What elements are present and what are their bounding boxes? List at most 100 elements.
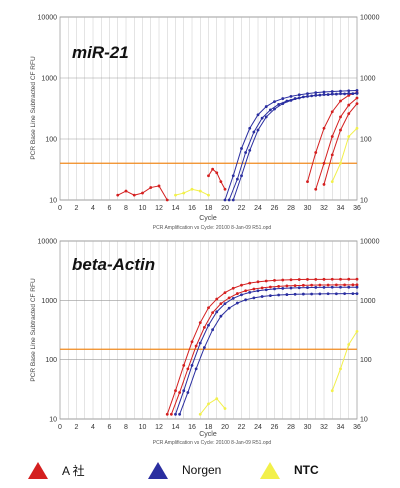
data-point xyxy=(314,187,318,191)
data-point xyxy=(124,189,128,193)
x-tick-labels: 0 2 4 6 8 10 12 14 16 18 20 22 24 26 28 30 32 34 36 xyxy=(58,424,361,431)
y-tick-labels-right: 10 100 1000 10000 xyxy=(360,239,380,424)
data-point xyxy=(256,280,260,284)
x-tick-label: 32 xyxy=(320,205,328,212)
data-point xyxy=(165,412,169,416)
data-point xyxy=(223,407,227,410)
data-point xyxy=(248,281,252,285)
y-axis-label: PCR Base Line Subtracted CF RFU xyxy=(30,278,37,382)
data-point xyxy=(318,283,322,287)
y-tick-label: 10000 xyxy=(38,15,58,22)
data-point xyxy=(297,93,301,97)
data-point xyxy=(240,147,243,150)
data-point xyxy=(330,92,334,96)
x-tick-label: 2 xyxy=(75,205,79,212)
data-point xyxy=(334,283,338,287)
data-point xyxy=(297,278,301,281)
x-tick-label: 36 xyxy=(353,424,361,431)
data-point xyxy=(268,294,272,298)
x-tick-label: 6 xyxy=(108,205,112,212)
data-point xyxy=(339,89,342,93)
data-point xyxy=(223,291,227,295)
data-point xyxy=(190,364,194,367)
x-tick-label: 34 xyxy=(337,424,345,431)
y-tick-label: 10000 xyxy=(360,15,380,22)
data-point xyxy=(314,277,318,281)
data-point xyxy=(285,284,289,288)
data-point xyxy=(198,412,202,416)
data-point xyxy=(248,126,252,130)
data-point xyxy=(235,177,239,181)
data-point xyxy=(343,283,347,287)
data-point xyxy=(207,193,210,197)
data-point xyxy=(165,198,169,202)
x-tick-label: 30 xyxy=(304,424,312,431)
y-tick-label: 100 xyxy=(45,357,57,364)
data-point xyxy=(322,93,326,96)
data-point xyxy=(343,292,347,296)
x-axis-label: Cycle xyxy=(199,215,217,222)
data-point xyxy=(347,135,351,138)
data-point xyxy=(306,94,309,98)
data-point xyxy=(198,341,202,345)
data-point xyxy=(310,292,314,296)
data-point xyxy=(355,283,359,287)
data-point xyxy=(215,297,219,301)
data-point xyxy=(182,191,186,195)
data-point xyxy=(306,278,309,281)
chart-title: miR-21 xyxy=(72,43,129,62)
data-point xyxy=(182,364,186,367)
data-point xyxy=(301,292,305,296)
legend-label: NTC xyxy=(294,463,319,477)
data-point xyxy=(339,115,342,119)
y-tick-labels-left: 10 100 1000 10000 xyxy=(38,239,58,424)
data-point xyxy=(347,285,351,289)
data-point xyxy=(347,277,351,281)
x-tick-label: 8 xyxy=(124,424,128,431)
y-tick-label: 1000 xyxy=(41,76,57,83)
data-point xyxy=(202,325,206,329)
x-tick-label: 32 xyxy=(320,424,328,431)
data-point xyxy=(310,283,314,287)
data-point xyxy=(339,285,342,289)
legend: A 社 Norgen NTC xyxy=(0,452,400,488)
x-tick-label: 16 xyxy=(188,205,196,212)
data-point xyxy=(326,292,330,296)
data-point xyxy=(306,92,309,95)
data-point xyxy=(207,174,210,178)
data-point xyxy=(215,171,219,175)
data-point xyxy=(252,130,256,134)
data-point xyxy=(330,110,334,114)
data-point xyxy=(194,344,198,348)
data-point xyxy=(273,100,276,104)
legend-label: A 社 xyxy=(62,463,85,478)
data-point xyxy=(116,193,120,197)
x-tick-label: 22 xyxy=(238,424,246,431)
x-tick-label: 34 xyxy=(337,205,345,212)
data-point xyxy=(268,108,272,112)
data-point xyxy=(355,292,359,296)
blue-triangle-icon xyxy=(148,461,168,479)
legend-label: Norgen xyxy=(182,463,222,477)
x-tick-label: 26 xyxy=(271,424,279,431)
data-point xyxy=(207,323,210,327)
data-point xyxy=(297,286,301,290)
data-point xyxy=(264,105,268,108)
data-point xyxy=(301,283,305,287)
legend-item-a: A 社 xyxy=(28,460,85,480)
x-tick-label: 28 xyxy=(287,424,295,431)
data-point xyxy=(347,92,351,95)
x-tick-label: 4 xyxy=(91,205,95,212)
y-tick-label: 1000 xyxy=(360,298,376,305)
data-point xyxy=(277,284,281,288)
data-point xyxy=(285,293,289,296)
x-tick-label: 22 xyxy=(238,205,246,212)
data-point xyxy=(293,292,297,296)
data-point xyxy=(355,91,359,95)
y-tick-label: 100 xyxy=(45,137,57,144)
data-point xyxy=(273,278,276,282)
data-point xyxy=(277,293,281,297)
data-point xyxy=(227,306,231,310)
data-point xyxy=(268,285,272,289)
data-point xyxy=(339,128,342,132)
